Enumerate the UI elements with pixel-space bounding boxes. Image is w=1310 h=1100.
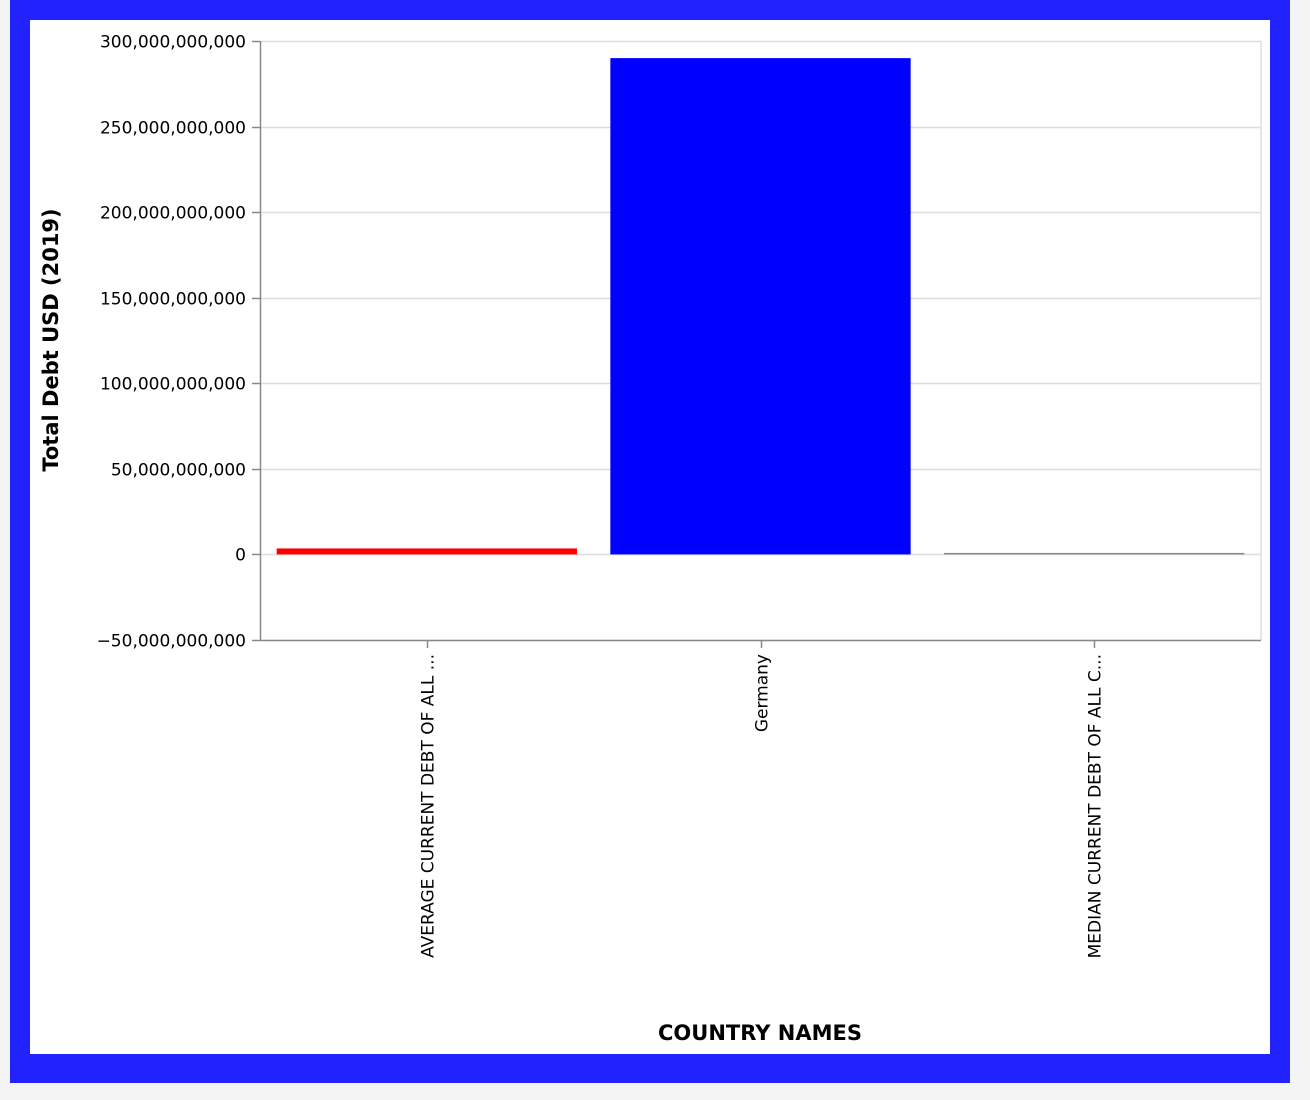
x-tick-label: AVERAGE CURRENT DEBT OF ALL ...: [419, 654, 439, 958]
x-tick-label: MEDIAN CURRENT DEBT OF ALL C...: [1086, 654, 1106, 958]
y-tick-label: 200,000,000,000: [100, 204, 246, 224]
x-tick-label: Germany: [753, 654, 773, 732]
bar: [610, 58, 911, 555]
y-tick-label: 250,000,000,000: [100, 119, 246, 139]
y-tick-label: 50,000,000,000: [111, 461, 246, 481]
bar: [944, 552, 1245, 555]
bar: [276, 548, 577, 555]
y-tick-label: −50,000,000,000: [97, 632, 246, 652]
y-tick-label: 0: [235, 546, 246, 566]
y-tick-label: 100,000,000,000: [100, 375, 246, 395]
y-tick-label: 300,000,000,000: [100, 33, 246, 53]
y-tick-label: 150,000,000,000: [100, 290, 246, 310]
axes: 300,000,000,000 250,000,000,000 200,000,00…: [97, 33, 1261, 958]
x-axis-title: COUNTRY NAMES: [658, 1021, 862, 1045]
bars: [276, 58, 1245, 555]
y-axis-title: Total Debt USD (2019): [39, 208, 63, 471]
